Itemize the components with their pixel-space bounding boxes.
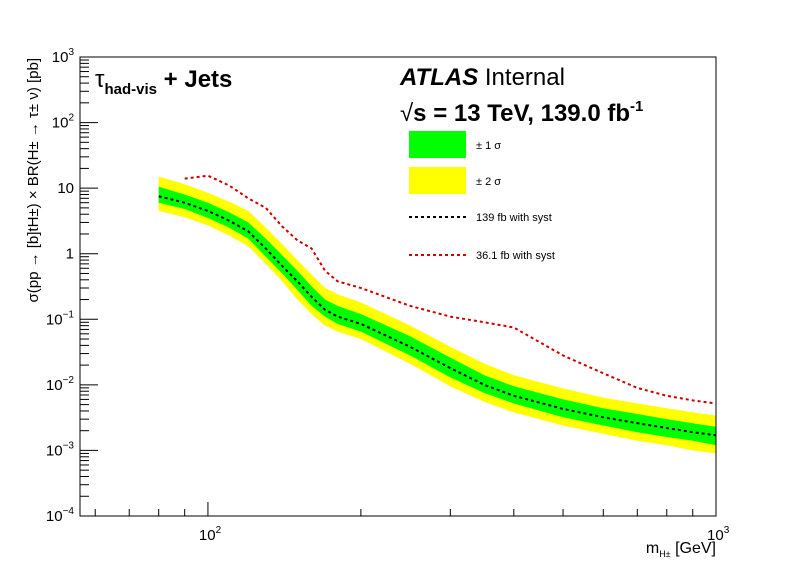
y-tick-label: 10 — [57, 180, 74, 197]
atlas-status: Internal — [478, 64, 565, 91]
y-tick-exponent: −3 — [63, 440, 75, 451]
y-tick-exponent: −2 — [63, 375, 75, 386]
expected-limit-36fb-line — [184, 174, 716, 405]
energy-text: = 13 TeV, 139.0 fb — [427, 100, 630, 127]
channel-label: τhad-vis + Jets — [95, 66, 232, 98]
x-tick-label: 102 — [199, 525, 222, 544]
y-axis-label: σ(pp → [b]tH±) × BR(H± → τ± ν) [pb] — [25, 58, 42, 303]
y-tick-label: 10−3 — [46, 440, 75, 459]
x-axis-label-unit: [GeV] — [671, 540, 716, 557]
legend-label-139fb: 139 fb with syst — [476, 212, 552, 224]
legend: ± 1 σ ± 2 σ 139 fb with syst 36.1 fb wit… — [409, 131, 555, 262]
atlas-word: ATLAS — [399, 64, 478, 91]
y-tick-label: 102 — [52, 113, 75, 132]
y-tick-label: 10−2 — [46, 375, 75, 394]
x-axis-label: mH± [GeV] — [646, 540, 716, 559]
y-tick-base: 10 — [46, 311, 63, 328]
legend-label-one-sigma: ± 1 σ — [476, 140, 501, 152]
x-tick-label: 103 — [707, 525, 730, 544]
legend-label-36fb: 36.1 fb with syst — [476, 250, 555, 262]
y-tick-exponent: −4 — [63, 506, 75, 517]
y-tick-base: 10 — [52, 115, 69, 132]
expected-limit-139fb-line — [158, 195, 716, 437]
y-tick-label: 1 — [66, 246, 74, 263]
x-tick-base: 10 — [707, 527, 724, 544]
energy-exp: -1 — [630, 98, 643, 115]
y-tick-exponent: 2 — [68, 113, 74, 124]
limit-curves — [158, 174, 716, 437]
uncertainty-bands — [158, 176, 716, 454]
y-tick-exponent: 3 — [68, 47, 74, 58]
legend-swatch-two-sigma — [409, 167, 466, 194]
energy-label: √s = 13 TeV, 139.0 fb-1 — [400, 98, 643, 127]
y-tick-exponent: −1 — [63, 309, 75, 320]
y-tick-base: 10 — [46, 508, 63, 525]
y-tick-label: 10−4 — [46, 506, 75, 525]
y-tick-label: 10−1 — [46, 309, 75, 328]
x-tick-exponent: 3 — [724, 525, 730, 536]
legend-label-two-sigma: ± 2 σ — [476, 176, 501, 188]
channel-rest: + Jets — [157, 66, 232, 93]
y-tick-base: 1 — [66, 246, 74, 263]
energy-s: s — [413, 100, 426, 127]
sqrt-sign: √ — [400, 100, 414, 127]
x-tick-base: 10 — [199, 527, 216, 544]
x-tick-exponent: 2 — [216, 525, 222, 536]
x-axis-label-main: m — [646, 540, 659, 557]
channel-sub: had-vis — [104, 81, 157, 98]
channel-tau: τ — [95, 66, 105, 93]
x-axis-label-sub: H± — [659, 549, 670, 559]
atlas-label: ATLAS Internal — [399, 64, 565, 91]
y-tick-base: 10 — [52, 49, 69, 66]
plot-frame — [79, 56, 717, 517]
y-tick-base: 10 — [57, 180, 74, 197]
y-tick-base: 10 — [46, 377, 63, 394]
legend-swatch-one-sigma — [409, 131, 466, 158]
one-sigma-band — [158, 186, 716, 446]
y-tick-base: 10 — [46, 442, 63, 459]
y-tick-label: 103 — [52, 47, 75, 66]
